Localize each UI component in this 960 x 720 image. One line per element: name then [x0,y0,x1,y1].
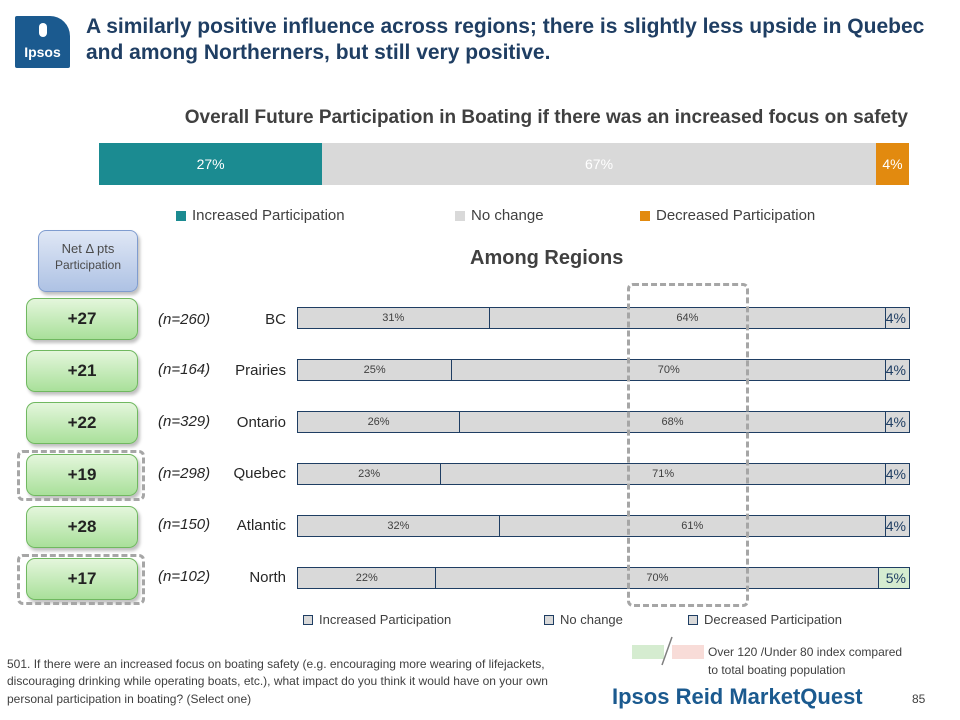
net-value-atlantic: +28 [26,506,138,548]
bar-segment-decreased: 4% [884,411,910,433]
bar-segment-nochange: 61% [498,515,886,537]
overall-chart-title: Overall Future Participation in Boating … [184,107,908,128]
brand-footer: Ipsos Reid MarketQuest [612,684,863,709]
bar-segment-increased: 32% [297,515,500,537]
region-bar-north: 22% 70% 5% [297,567,912,589]
legend-swatch-increased [176,210,186,221]
logo-mark-icon [39,23,47,37]
category-label: North [249,569,286,586]
region-bar-ontario: 26% 68% 4% [297,411,912,433]
sample-size-label: (n=164) [158,361,211,378]
regions-legend-decreased: Decreased Participation [688,612,842,627]
logo-text: Ipsos [24,44,61,60]
net-change-header: Net Δ pts Participation [38,230,138,292]
bar-segment-decreased: 5% [878,567,910,589]
page-title: A similarly positive influence across re… [86,15,925,65]
legend-label: Decreased Participation [704,612,843,627]
category-label: Ontario [236,414,286,431]
legend-label: Increased Participation [319,612,452,627]
overall-segment-increased: 27% [99,143,323,185]
index-over-swatch [632,645,664,659]
ipsos-logo: Ipsos [15,16,70,68]
legend-label: Decreased Participation [656,207,816,224]
net-header-line1: Net Δ pts [61,241,115,256]
bar-segment-increased: 22% [297,567,437,589]
net-value-north: +17 [26,558,138,600]
legend-label: No change [471,207,544,224]
net-value-bc: +27 [26,298,138,340]
index-key-line1: Over 120 /Under 80 index compared [708,645,903,659]
category-label: BC [265,311,286,328]
highlight-box-quebec [17,450,145,501]
index-under-swatch [672,645,704,659]
bar-segment-nochange: 64% [488,307,887,329]
question-footnote: 501. If there were an increased focus on… [7,657,548,706]
legend-label: Increased Participation [192,207,345,224]
bar-segment-decreased: 4% [885,359,910,381]
regions-legend-nochange: No change [544,612,623,627]
overall-legend-increased: Increased Participation [176,207,345,224]
bar-segment-decreased: 4% [885,307,910,329]
bar-segment-decreased: 4% [884,463,910,485]
overall-segment-decreased: 4% [875,143,909,185]
net-header-line2: Participation [54,258,122,272]
regions-legend-increased: Increased Participation [303,612,451,627]
net-value-prairies: +21 [26,350,138,392]
bar-segment-nochange: 71% [440,463,886,485]
sample-size-label: (n=260) [158,311,211,328]
overall-legend-decreased: Decreased Participation [640,207,815,224]
legend-swatch-nochange [455,210,465,221]
highlight-box-column [627,283,749,607]
index-key-line2: to total boating population [708,663,846,677]
regions-chart-title: Among Regions [470,247,624,269]
bar-segment-increased: 23% [297,463,442,485]
overall-stacked-bar: 27% 67% 4% [99,143,909,185]
legend-label: No change [560,612,623,627]
index-key-text: Over 120 /Under 80 index compared to tot… [708,643,902,679]
legend-swatch-decreased [688,614,698,625]
sample-size-label: (n=150) [158,516,211,533]
region-bar-atlantic: 32% 61% 4% [297,515,912,537]
sample-size-label: (n=298) [158,465,211,482]
category-label: Prairies [235,362,286,379]
overall-segment-nochange: 67% [322,143,876,185]
overall-legend-nochange: No change [455,207,544,224]
region-bar-prairies: 25% 70% 4% [297,359,912,381]
bar-segment-increased: 25% [297,359,453,381]
category-label: Atlantic [236,517,286,534]
bar-segment-nochange: 70% [451,359,887,381]
legend-swatch-nochange [544,614,554,625]
region-bar-quebec: 23% 71% 4% [297,463,912,485]
sample-size-label: (n=329) [158,413,211,430]
legend-swatch-decreased [640,210,650,221]
net-value-quebec: +19 [26,454,138,496]
bar-segment-decreased: 4% [884,515,910,537]
highlight-box-north [17,554,145,605]
slash-divider [661,636,673,666]
page-number: 85 [912,692,926,706]
legend-swatch-increased [303,614,313,625]
category-label: Quebec [233,465,286,482]
net-value-ontario: +22 [26,402,138,444]
bar-segment-nochange: 70% [435,567,880,589]
region-bar-bc: 31% 64% 4% [297,307,912,329]
sample-size-label: (n=102) [158,568,211,585]
bar-segment-increased: 26% [297,411,461,433]
bar-segment-increased: 31% [297,307,490,329]
